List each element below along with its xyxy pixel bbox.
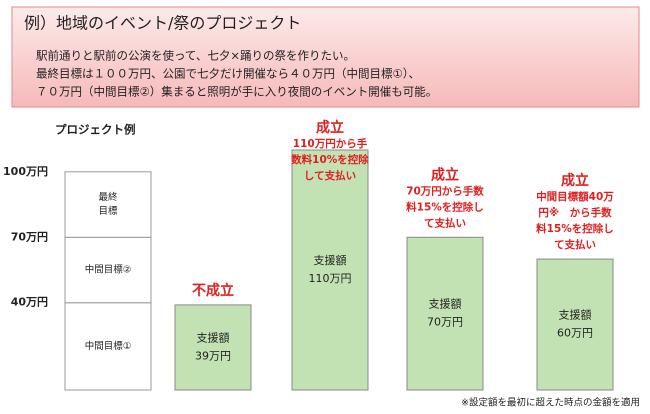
bar-label: 支援額 <box>197 330 230 344</box>
header-line: 駅前通りと駅前の公演を使って、七夕×踊りの祭を作りたい。 <box>36 49 355 63</box>
note-line: 数料10%を控除 <box>290 153 369 166</box>
value-label: 70万円 <box>427 316 463 329</box>
goal-label: 最終 <box>98 191 118 203</box>
value-label: 39万円 <box>195 349 231 362</box>
note-line: て支払い <box>424 216 466 229</box>
value-label: 110万円 <box>309 272 352 285</box>
goal-segment <box>64 302 152 391</box>
note-line: 円※ から手数 <box>538 206 612 219</box>
bar-label: 支援額 <box>559 308 592 322</box>
note-line: 70万円から手数 <box>406 184 484 197</box>
status-label: 成立 <box>561 172 589 189</box>
bar <box>291 149 369 391</box>
header-line: 最終目標は１００万円、公園で七夕だけ開催なら４０万円（中間目標①）、 <box>36 67 420 81</box>
bar-label: 支援額 <box>314 253 347 267</box>
y-tick-label: 100万円 <box>3 165 48 178</box>
bar <box>536 258 614 391</box>
goal-segment <box>64 171 152 238</box>
header-title: 例）地域のイベント/祭のプロジェクト <box>24 14 301 33</box>
bar <box>174 304 252 391</box>
y-tick-label: 40万円 <box>11 296 48 309</box>
goal-label: 中間目標② <box>85 264 132 276</box>
note-line: して支払い <box>304 169 356 182</box>
bar <box>406 236 484 391</box>
goal-label: 目標 <box>98 205 118 217</box>
bar-label: 支援額 <box>429 297 462 311</box>
status-label: 成立 <box>431 166 459 183</box>
header-line: ７０万円（中間目標②）集まると照明が手に入り夜間のイベント開催も可能。 <box>36 85 437 99</box>
y-tick-label: 70万円 <box>11 230 48 243</box>
value-label: 60万円 <box>557 327 593 340</box>
status-label: 不成立 <box>192 282 234 299</box>
footnote: ※設定額を最初に超えた時点の金額を適用 <box>461 397 640 409</box>
note-line: 110万円から手 <box>293 137 368 150</box>
goal-label: 中間目標① <box>85 340 132 352</box>
note-line: て支払い <box>554 238 596 251</box>
note-line: 料15%を控除し <box>536 222 614 235</box>
status-label: 成立 <box>316 119 344 136</box>
chart-subtitle: プロジェクト例 <box>55 123 136 137</box>
note-line: 中間目標額40万 <box>536 190 614 203</box>
note-line: 料15%を控除し <box>406 200 484 213</box>
header-box <box>11 6 640 108</box>
